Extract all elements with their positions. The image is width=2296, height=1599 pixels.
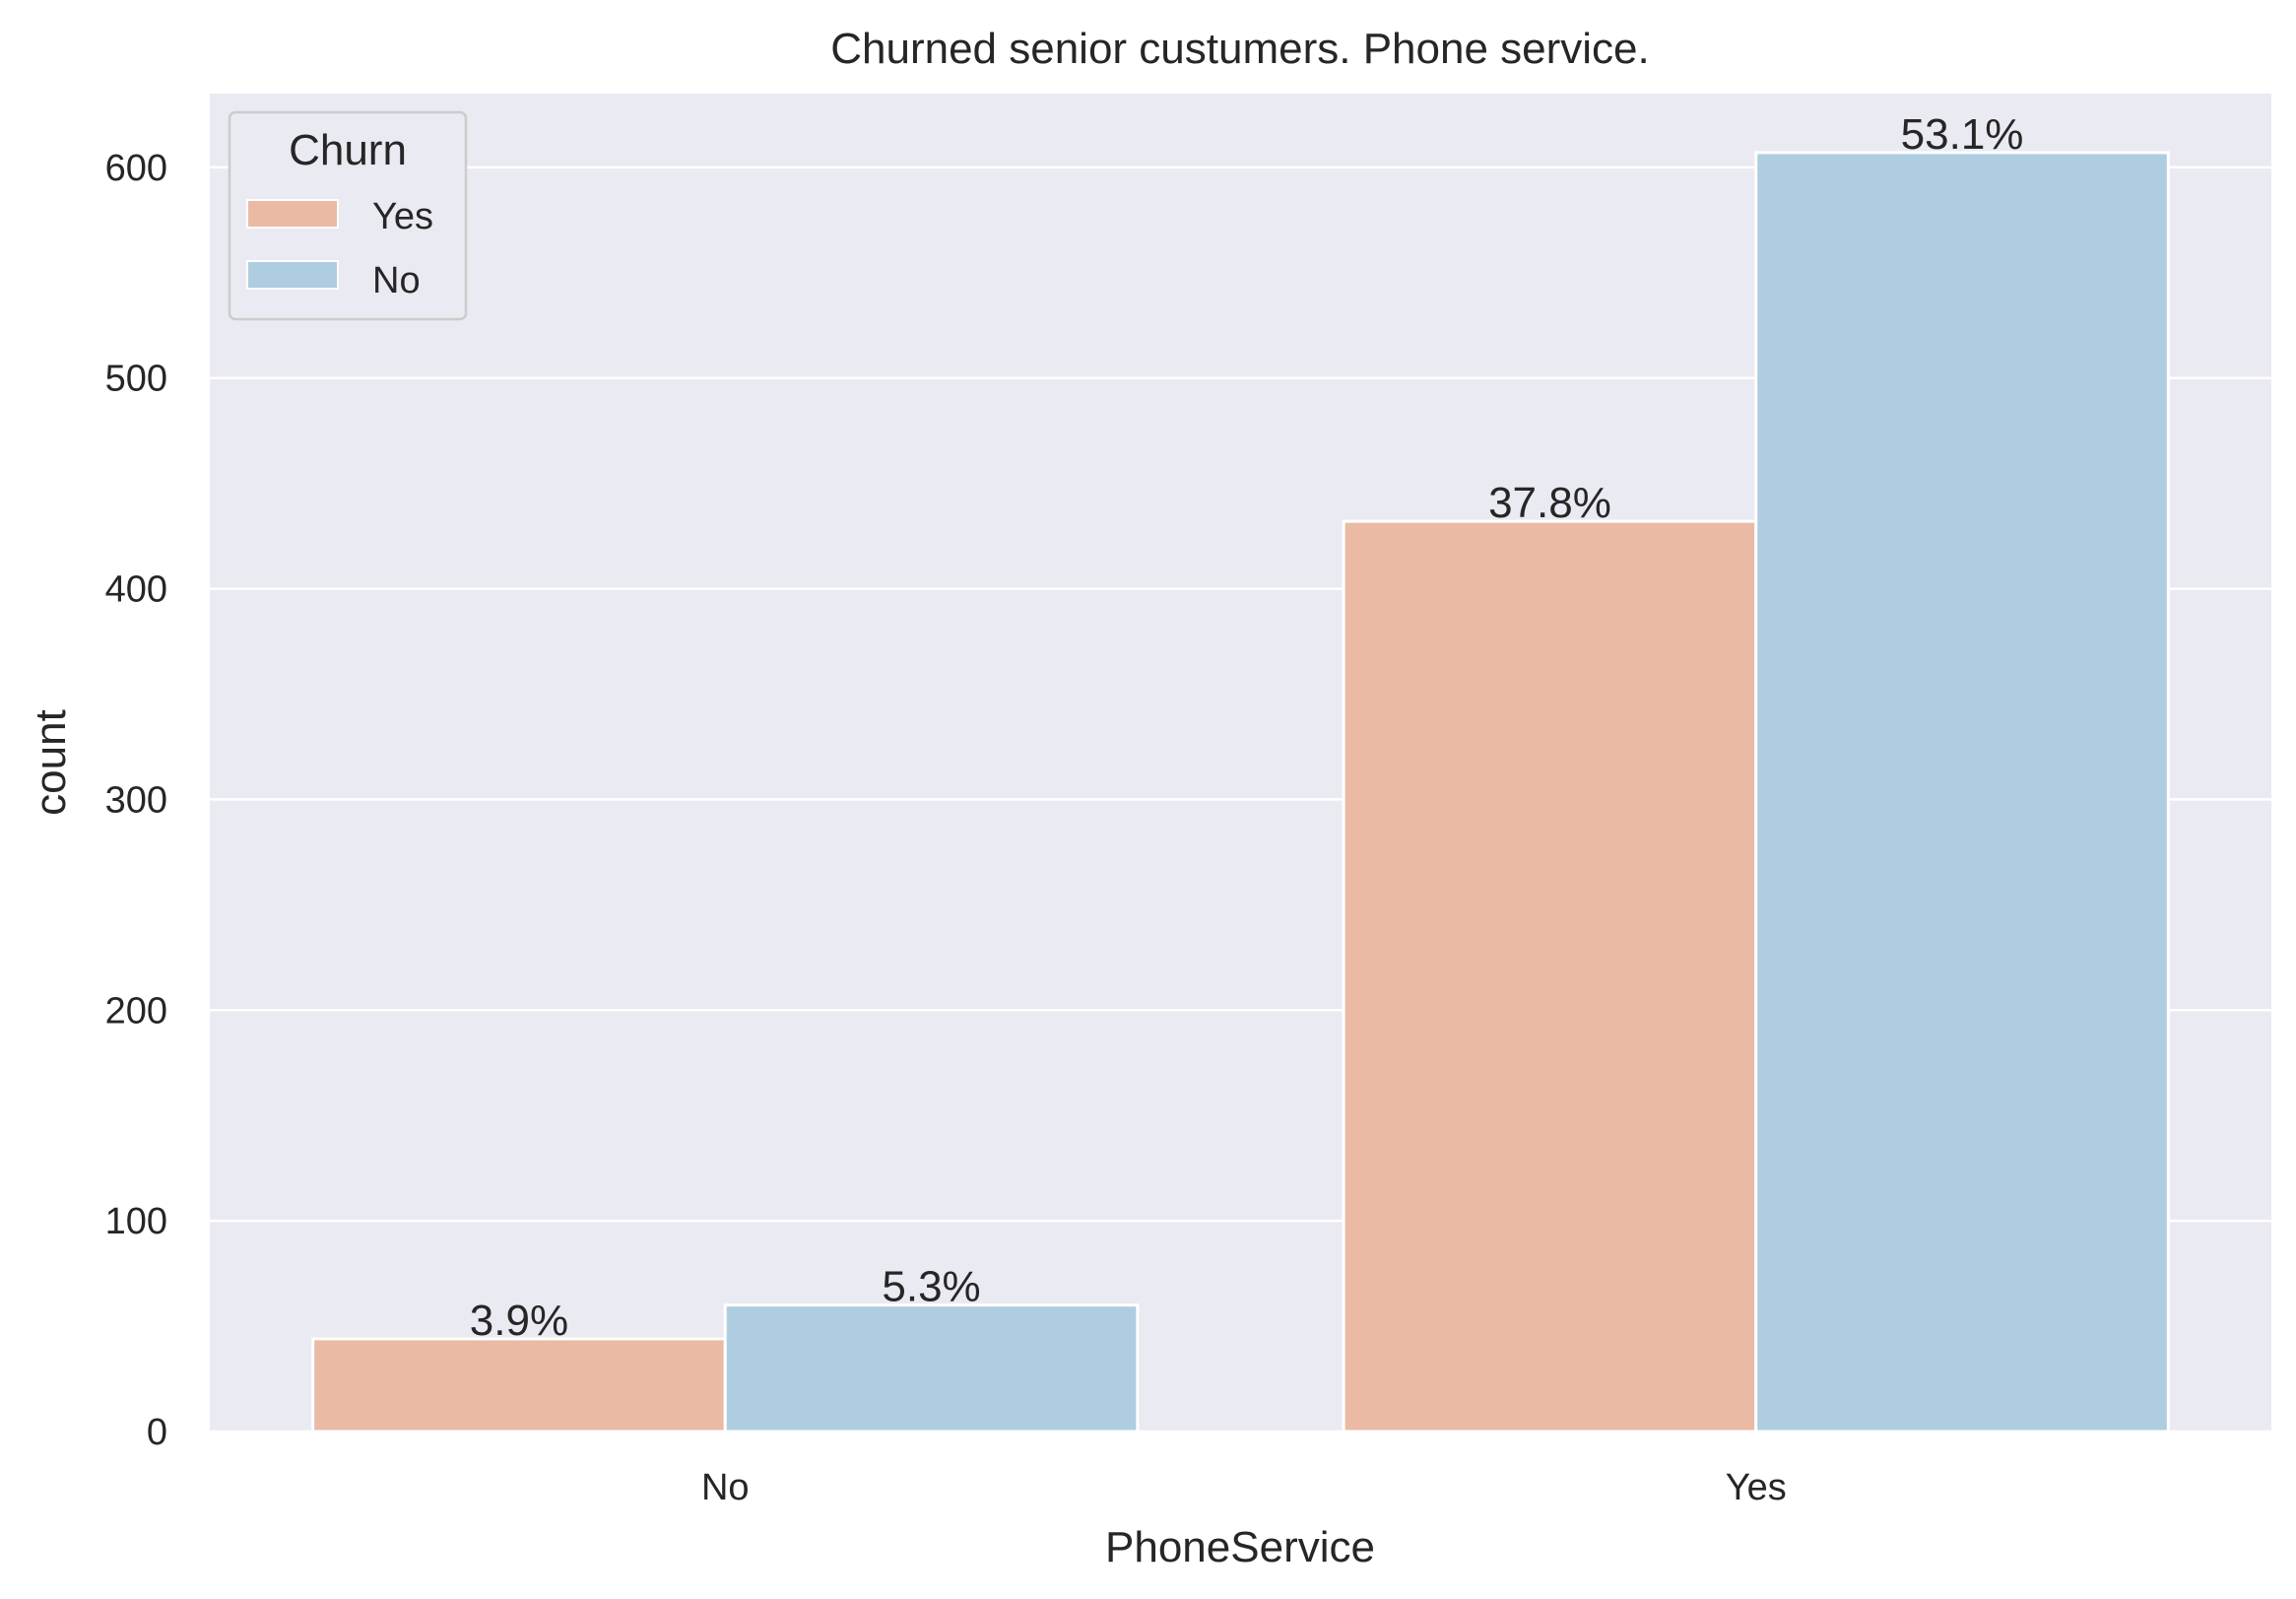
- legend-label-yes: Yes: [372, 196, 433, 237]
- chart-title: Churned senior custumers. Phone service.: [830, 25, 1650, 73]
- y-tick-label: 100: [105, 1201, 167, 1242]
- y-tick-label: 0: [147, 1412, 167, 1453]
- bar-value-label: 5.3%: [882, 1263, 980, 1311]
- bar: [723, 1303, 1140, 1433]
- data-labels: 3.9% 5.3% 37.8% 53.1%: [470, 110, 2024, 1345]
- y-tick-label: 600: [105, 148, 167, 189]
- y-tick-label: 200: [105, 990, 167, 1032]
- legend-label-no: No: [372, 260, 421, 301]
- bar: [311, 1337, 727, 1433]
- x-axis-label: PhoneService: [1105, 1523, 1375, 1571]
- y-tick-label: 400: [105, 569, 167, 611]
- bar: [1342, 519, 1758, 1433]
- y-tick-label: 500: [105, 359, 167, 400]
- bars: [311, 151, 2170, 1433]
- legend: Churn Yes No: [228, 110, 468, 321]
- x-tick-label: Yes: [1726, 1467, 1787, 1508]
- legend-swatch-no: [246, 260, 339, 290]
- legend-swatch-yes: [246, 199, 339, 229]
- bar: [1754, 151, 2170, 1433]
- x-tick-label: No: [701, 1467, 750, 1508]
- tick-labels: 0 100 200 300 400 500 600 No Yes: [105, 148, 1787, 1508]
- legend-title: Churn: [289, 126, 407, 174]
- y-tick-label: 300: [105, 779, 167, 821]
- bar-value-label: 3.9%: [470, 1297, 568, 1345]
- y-axis-label: count: [27, 709, 75, 816]
- bar-value-label: 37.8%: [1488, 479, 1611, 527]
- bar-value-label: 53.1%: [1901, 110, 2024, 159]
